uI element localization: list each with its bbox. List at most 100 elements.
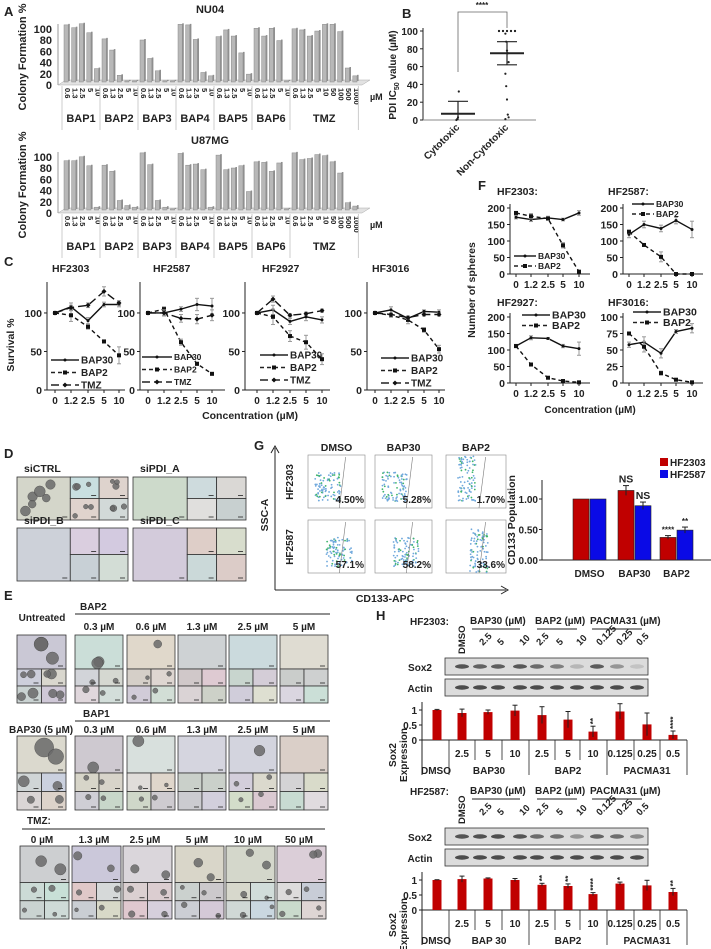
marker-diamond: [421, 312, 427, 318]
event-dot: [386, 471, 389, 474]
bar-side: [136, 79, 139, 81]
event-dot: [393, 544, 396, 547]
spheroid: [28, 500, 37, 509]
y-axis-label: Survival %: [5, 318, 17, 372]
image-frame: [177, 685, 203, 704]
expression-bar: [483, 712, 493, 740]
event-dot: [401, 563, 404, 566]
bar: [230, 167, 236, 211]
spheroid: [91, 657, 104, 670]
legend-label: BAP2: [656, 209, 679, 219]
spheroid: [138, 785, 143, 790]
x-tick-label: 1.2: [266, 396, 280, 407]
x-tick-label: 2.5: [535, 919, 549, 930]
event-dot: [318, 482, 321, 485]
event-dot: [326, 499, 329, 501]
event-dot: [393, 475, 395, 478]
event-dot: [409, 543, 412, 546]
protein-band: [630, 855, 644, 860]
event-dot: [460, 490, 462, 493]
event-dot: [469, 570, 471, 572]
bar: [299, 29, 305, 83]
group-label: BAP4: [180, 241, 210, 253]
group-label: BAP3: [142, 113, 171, 125]
event-dot: [472, 532, 475, 534]
event-dot: [349, 551, 352, 554]
event-dot: [320, 491, 323, 494]
x-tick-label: 5: [485, 919, 491, 930]
bar-side: [212, 206, 215, 209]
marker-square: [529, 214, 533, 219]
image-frame: [252, 685, 278, 704]
lane-label: 2.5: [477, 630, 495, 648]
data-point: [505, 98, 509, 101]
microscopy-image: [199, 882, 225, 902]
event-dot: [406, 558, 408, 561]
event-dot: [403, 493, 406, 495]
y-tick-label: 20: [407, 98, 419, 109]
bar: [223, 169, 229, 211]
event-dot: [403, 562, 406, 565]
microscopy-image: [122, 900, 148, 920]
microscopy-image: [177, 634, 227, 670]
bar-side: [227, 168, 230, 209]
concentration-label: 5 µM: [293, 622, 315, 633]
x-axis-label: CD133-APC: [356, 593, 415, 605]
spheroid: [253, 745, 266, 757]
x-tick-label: 5: [565, 749, 571, 760]
y-tick-label: 0.50: [519, 526, 539, 537]
event-dot: [474, 564, 477, 566]
marker-square: [320, 357, 324, 362]
event-dot: [412, 564, 415, 567]
event-dot: [341, 538, 344, 541]
event-dot: [416, 539, 419, 542]
event-dot: [328, 478, 330, 481]
spheroid: [112, 677, 119, 684]
x-tick-label: 2.5: [541, 280, 555, 291]
group-label: BAP1: [66, 113, 95, 125]
expression-bar: [483, 878, 493, 910]
concentration-label: 1.3 µM: [79, 835, 110, 846]
event-dot: [399, 539, 401, 542]
event-dot: [461, 475, 464, 478]
event-dot: [417, 550, 420, 553]
bar-side: [243, 164, 245, 209]
event-dot: [404, 556, 406, 558]
event-dot: [465, 492, 468, 495]
event-dot: [470, 528, 473, 531]
band-label: Sox2: [408, 663, 432, 674]
event-dot: [401, 557, 404, 560]
y-axis-label-part: 50: [394, 82, 401, 90]
event-dot: [485, 557, 488, 560]
bar: [185, 164, 191, 211]
bar-side: [167, 79, 169, 81]
significance-label: ****: [589, 877, 598, 890]
microscopy-image: [279, 668, 305, 687]
x-tick-label: 10: [587, 749, 599, 760]
image-frame: [71, 845, 122, 883]
protein-band: [513, 664, 527, 669]
y-tick-label: 40: [40, 58, 52, 70]
spheroid: [52, 781, 63, 791]
event-dot: [486, 567, 489, 570]
marker-plus: [641, 202, 645, 206]
event-dot: [468, 482, 471, 485]
x-tick-label: 10: [283, 88, 292, 96]
event-dot: [402, 485, 405, 488]
x-tick-label: 2.5: [268, 88, 277, 98]
event-dot: [334, 540, 337, 543]
event-dot: [474, 560, 477, 562]
bar-side: [303, 158, 306, 209]
event-dot: [319, 479, 322, 482]
event-dot: [338, 476, 340, 479]
event-dot: [318, 485, 320, 488]
spheroid: [20, 505, 31, 517]
event-dot: [323, 488, 325, 491]
y-tick-label: 0: [356, 385, 362, 397]
flow-plot: [445, 519, 507, 574]
y-tick-label: 200: [600, 203, 618, 215]
data-point: [506, 113, 509, 116]
x-tick-label: 0.125: [607, 749, 632, 760]
chart-title: U87MG: [191, 135, 229, 147]
